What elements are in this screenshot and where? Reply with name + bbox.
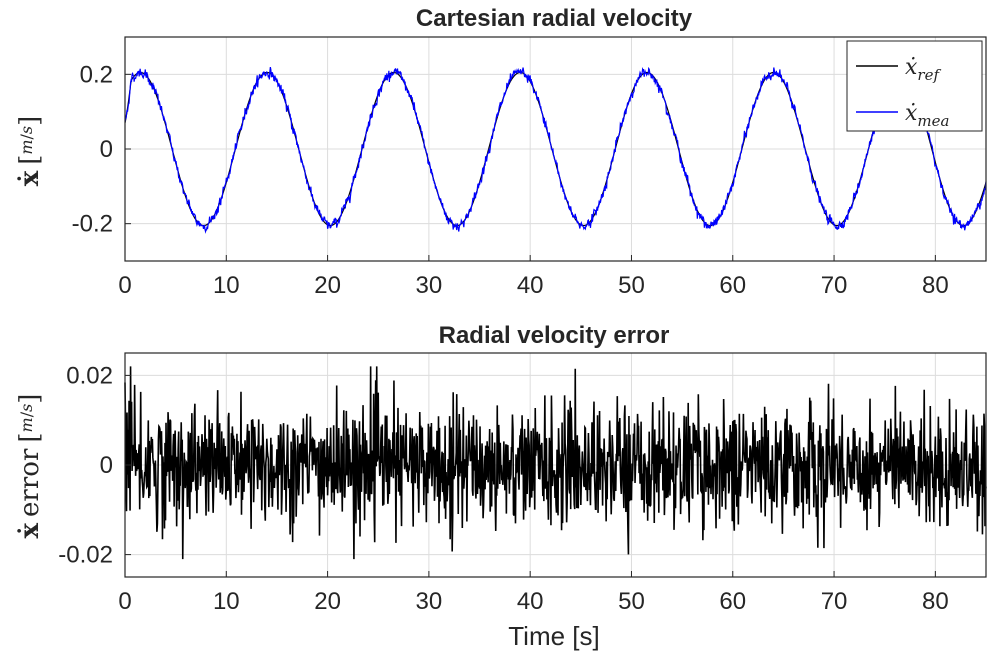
x-tick-label: 30	[416, 588, 443, 615]
series-line	[124, 64, 987, 234]
y-tick-label: 0	[100, 452, 113, 479]
error-y-axis-label: ẋerror[m/s]	[15, 394, 45, 539]
y-tick-label: -0.02	[58, 542, 113, 569]
x-tick-label: 0	[118, 588, 131, 615]
x-tick-label: 20	[314, 588, 341, 615]
x-tick-label: 70	[821, 272, 848, 299]
y-tick-label: 0.2	[80, 61, 113, 88]
x-tick-label: 10	[213, 588, 240, 615]
x-tick-label: 60	[719, 588, 746, 615]
x-tick-label: 10	[213, 272, 240, 299]
x-tick-label: 40	[517, 272, 544, 299]
x-tick-label: 0	[118, 272, 131, 299]
error-panel: Radial velocity error 0 10 20 30 40 50 60 70 80 0…	[15, 322, 987, 651]
x-tick-label: 60	[719, 272, 746, 299]
x-tick-label: 80	[922, 272, 949, 299]
x-tick-label: 50	[618, 588, 645, 615]
x-tick-label: 40	[517, 588, 544, 615]
y-tick-label: -0.2	[72, 211, 113, 238]
x-tick-label: 30	[416, 272, 443, 299]
svg-text:ẋ[m/s]: ẋ[m/s]	[15, 116, 45, 187]
velocity-chart-title: Cartesian radial velocity	[416, 5, 693, 32]
velocity-y-axis-label: ẋ[m/s]	[15, 116, 45, 187]
x-axis-label: Time [s]	[508, 621, 599, 651]
y-tick-label: 0.02	[66, 362, 113, 389]
series-line	[124, 366, 987, 560]
y-tick-label: 0	[100, 136, 113, 163]
legend: ẋref ẋmea	[846, 40, 983, 132]
x-tick-label: 80	[922, 588, 949, 615]
svg-text:ẋerror[m/s]: ẋerror[m/s]	[15, 394, 45, 539]
x-tick-label: 70	[821, 588, 848, 615]
error-chart-title: Radial velocity error	[439, 322, 670, 349]
x-tick-label: 20	[314, 272, 341, 299]
x-tick-label: 50	[618, 272, 645, 299]
velocity-panel: Cartesian radial velocity 0 10 20 30 40 50 60 7…	[15, 5, 987, 299]
